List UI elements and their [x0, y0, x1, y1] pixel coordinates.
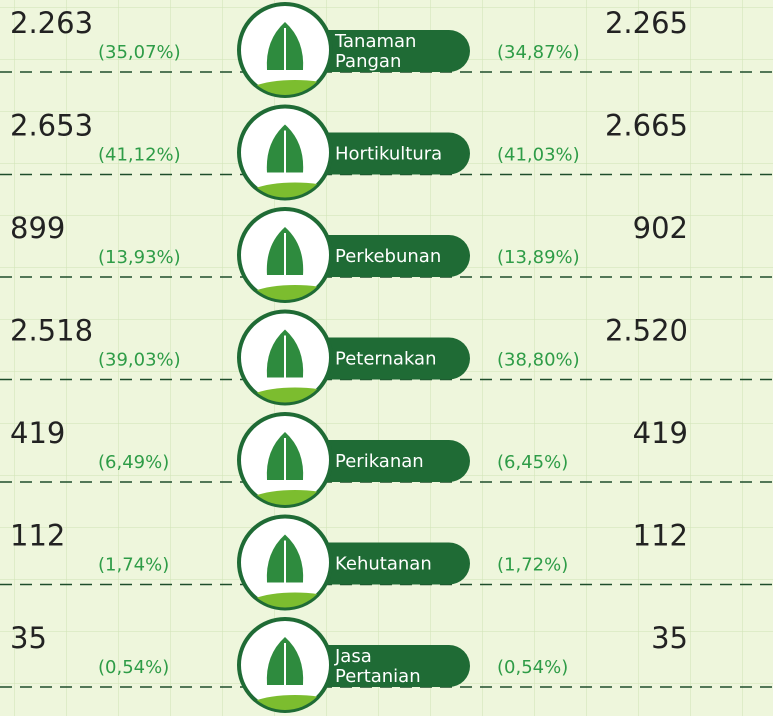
sector-label: Jasa: [334, 646, 372, 667]
left-value: 2.518: [10, 314, 93, 348]
left-percent: (35,07%): [98, 42, 181, 63]
right-percent: (1,72%): [497, 555, 568, 576]
left-percent: (41,12%): [98, 145, 181, 166]
right-value: 35: [651, 621, 688, 655]
sector-label: Hortikultura: [335, 144, 442, 165]
right-percent: (38,80%): [497, 350, 580, 371]
right-percent: (41,03%): [497, 145, 580, 166]
right-percent: (13,89%): [497, 247, 580, 268]
sector-label: Pangan: [335, 51, 401, 72]
left-percent: (1,74%): [98, 555, 169, 576]
left-value: 899: [10, 211, 65, 245]
right-value: 2.265: [605, 6, 688, 40]
left-value: 2.653: [10, 109, 93, 143]
left-percent: (39,03%): [98, 350, 181, 371]
sector-label: Kehutanan: [335, 554, 432, 575]
left-percent: (13,93%): [98, 247, 181, 268]
right-percent: (6,45%): [497, 452, 568, 473]
right-value: 2.520: [605, 314, 688, 348]
sector-label: Peternakan: [335, 349, 437, 370]
left-percent: (6,49%): [98, 452, 169, 473]
left-value: 2.263: [10, 6, 93, 40]
right-percent: (34,87%): [497, 42, 580, 63]
right-percent: (0,54%): [497, 657, 568, 678]
left-value: 35: [10, 621, 47, 655]
left-value: 112: [10, 519, 65, 553]
sector-label: Tanaman: [334, 31, 416, 52]
left-percent: (0,54%): [98, 657, 169, 678]
sector-label: Perikanan: [335, 451, 424, 472]
right-value: 902: [633, 211, 688, 245]
page: 2.263(35,07%) (34,87%) 2.265 TanamanPangan 2…: [0, 0, 773, 716]
sector-label: Perkebunan: [335, 246, 441, 267]
right-value: 419: [633, 416, 688, 450]
infographic: 2.263(35,07%) (34,87%) 2.265 TanamanPangan 2…: [0, 0, 773, 716]
right-value: 112: [633, 519, 688, 553]
right-value: 2.665: [605, 109, 688, 143]
sector-label: Pertanian: [335, 666, 421, 687]
left-value: 419: [10, 416, 65, 450]
